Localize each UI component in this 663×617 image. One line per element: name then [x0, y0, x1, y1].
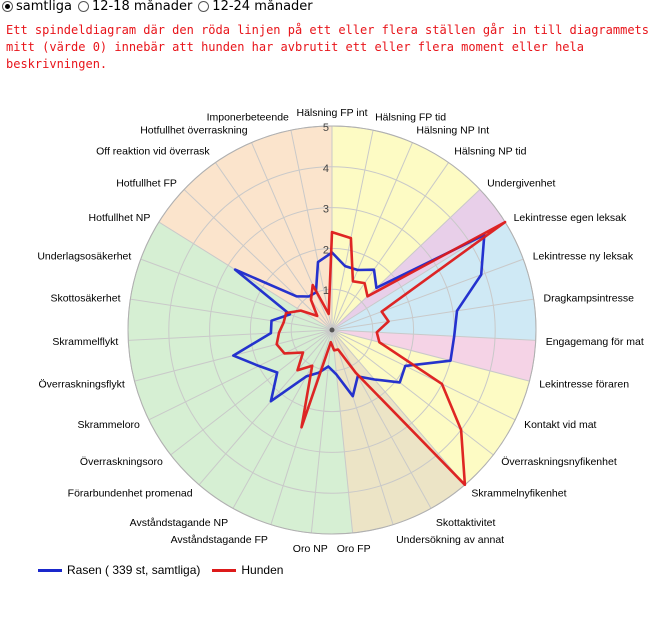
- chart-sector: [127, 222, 353, 535]
- category-label: Lekintresse föraren: [539, 379, 629, 391]
- period-filter: samtliga 12-18 månader 12-24 månader: [2, 0, 319, 15]
- legend-swatch: [38, 568, 62, 572]
- legend-swatch: [212, 568, 237, 572]
- category-label: Hälsning NP tid: [454, 145, 526, 157]
- category-label: Skottosäkerhet: [50, 293, 120, 305]
- chart-sector: [332, 126, 480, 330]
- grid-spoke: [140, 258, 333, 331]
- grid-spoke: [331, 162, 449, 331]
- grid-spoke: [331, 258, 524, 331]
- grid-spoke: [310, 329, 333, 534]
- chart-sector: [332, 189, 506, 330]
- category-label: Undersökning av annat: [396, 534, 504, 546]
- category-label: Skrammelnyfikenhet: [471, 487, 566, 499]
- center-point: [329, 327, 335, 333]
- radio-button[interactable]: [2, 0, 13, 12]
- category-label: Hälsning NP Int: [416, 124, 489, 136]
- category-label: Skrammeloro: [77, 419, 140, 431]
- radio-label: 12-24 månader: [212, 0, 313, 14]
- category-label: Hotfullhet överraskning: [140, 124, 248, 136]
- radial-tick-label: 4: [323, 163, 329, 175]
- legend-label: Rasen ( 339 st, samtliga): [67, 563, 201, 577]
- grid-spoke: [198, 329, 333, 486]
- category-label: Dragkampsintresse: [544, 293, 635, 305]
- radio-option-12-18[interactable]: 12-18 månader: [77, 0, 193, 14]
- category-label: Skottaktivitet: [436, 517, 496, 529]
- category-label: Avståndstagande FP: [171, 534, 268, 546]
- category-label: Kontakt vid mat: [524, 419, 596, 431]
- grid-spoke: [331, 329, 466, 486]
- grid-spoke: [183, 189, 333, 331]
- radio-option-12-24[interactable]: 12-24 månader: [198, 0, 313, 14]
- grid-spoke: [251, 142, 333, 331]
- grid-spoke: [148, 329, 333, 421]
- grid-spoke: [170, 329, 333, 456]
- category-label: Hotfullhet NP: [89, 212, 151, 224]
- category-label: Oro NP: [293, 543, 328, 555]
- category-label: Off reaktion vid överrask: [96, 145, 210, 157]
- grid-spoke: [331, 329, 394, 525]
- grid-spoke: [290, 130, 333, 331]
- radio-button[interactable]: [77, 0, 89, 12]
- chart-sector: [158, 126, 332, 330]
- radial-tick-label: 3: [323, 204, 329, 216]
- category-label: Lekintresse egen leksak: [514, 212, 627, 224]
- grid-spoke: [331, 329, 530, 382]
- grid-spoke: [331, 329, 516, 421]
- radio-option-all[interactable]: samtliga: [2, 0, 72, 14]
- category-label: Underlagsosäkerhet: [37, 251, 131, 263]
- grid-spoke: [232, 329, 333, 509]
- category-label: Skrammelflykt: [52, 336, 118, 348]
- radio-button[interactable]: [198, 0, 210, 12]
- grid-spoke: [331, 130, 374, 331]
- category-label: Överraskningsflykt: [38, 379, 124, 391]
- radial-tick-label: 5: [323, 122, 329, 134]
- category-label: Undergivenhet: [487, 178, 555, 190]
- series-line-breed: [232, 233, 486, 403]
- grid-spoke: [331, 142, 413, 331]
- category-label: Hälsning FP tid: [375, 111, 446, 123]
- grid-spoke: [331, 329, 354, 534]
- legend-item-breed: Rasen ( 339 st, samtliga): [38, 563, 200, 577]
- radio-label: samtliga: [16, 0, 72, 14]
- category-label: Lekintresse ny leksak: [533, 251, 634, 263]
- radio-label: 12-18 månader: [91, 0, 193, 14]
- category-label: Avståndstagande NP: [130, 517, 228, 529]
- grid-spoke: [331, 189, 481, 331]
- grid-spoke: [331, 298, 534, 331]
- legend-item-dog: Hunden: [212, 563, 283, 577]
- category-label: Hotfullhet FP: [116, 178, 177, 190]
- category-label: Överraskningsoro: [80, 456, 163, 468]
- grid-spoke: [331, 329, 432, 509]
- grid-outer-circle: [127, 125, 537, 535]
- grid-spoke: [331, 329, 536, 341]
- category-label: Oro FP: [337, 543, 371, 555]
- grid-spoke: [130, 298, 333, 331]
- grid-spoke: [128, 329, 333, 341]
- chart-legend: Rasen ( 339 st, samtliga) Hunden: [38, 563, 295, 577]
- category-label: Förarbundenhet promenad: [68, 487, 193, 499]
- chart-notice: Ett spindeldiagram där den röda linjen p…: [6, 23, 649, 71]
- category-label: Hälsning FP int: [296, 107, 367, 119]
- category-label: Imponerbeteende: [207, 111, 289, 123]
- grid-spoke: [331, 329, 494, 456]
- radial-tick-label: 1: [323, 285, 329, 297]
- category-label: Engagemang för mat: [546, 336, 644, 348]
- radial-tick-label: 2: [323, 244, 329, 256]
- category-label: Överraskningsnyfikenhet: [501, 456, 617, 468]
- series-line-dog: [275, 220, 507, 487]
- legend-label: Hunden: [241, 563, 284, 577]
